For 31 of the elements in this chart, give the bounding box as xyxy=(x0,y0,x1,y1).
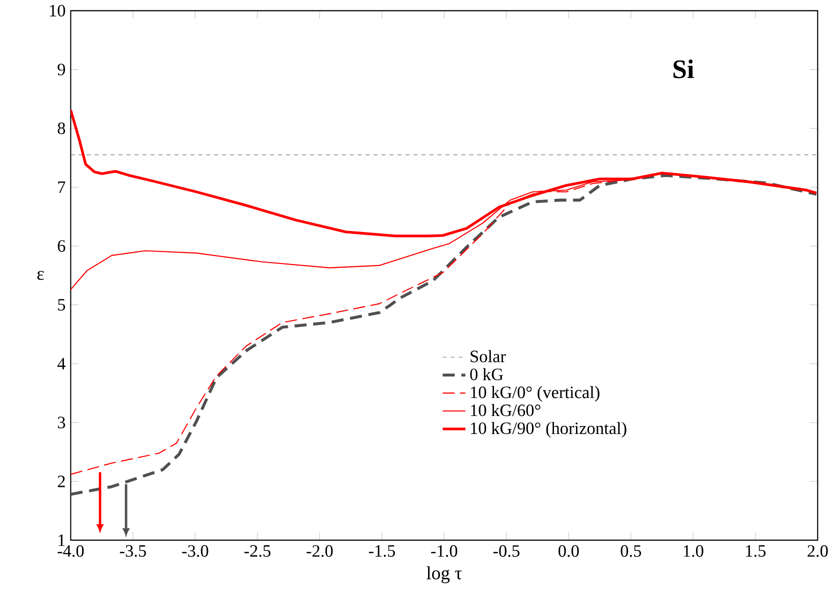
x-tick-label: -1.0 xyxy=(431,545,458,558)
y-tick-label: 4 xyxy=(57,358,66,370)
y-tick-label: 2 xyxy=(58,476,65,488)
y-tick-label: 6 xyxy=(58,240,66,252)
legend-label: 10 kG/90° (horizontal) xyxy=(471,422,626,438)
x-tick-label: 0.5 xyxy=(620,545,642,558)
y-tick-label: 3 xyxy=(58,416,66,429)
x-tick-label: 1.0 xyxy=(684,545,704,558)
legend-label: 10 kG/0° (vertical) xyxy=(471,386,600,402)
x-tick-label: -2.5 xyxy=(244,545,270,558)
legend-label: Solar xyxy=(470,350,506,362)
y-tick-label: 7 xyxy=(58,182,66,194)
x-tick-label: -0.5 xyxy=(493,545,520,558)
x-axis-title: log τ xyxy=(426,566,462,584)
x-tick-label: 2.0 xyxy=(808,545,828,558)
x-tick-label: 0.0 xyxy=(558,545,579,558)
y-tick-label: 8 xyxy=(58,122,66,134)
x-tick-label: 1.5 xyxy=(746,545,766,558)
y-tick-label: 1 xyxy=(58,534,65,546)
legend-label: 10 kG/60° xyxy=(471,404,540,416)
annotation: Si xyxy=(674,60,694,78)
legend-label: 0 kG xyxy=(470,368,504,380)
y-tick-label: 10 xyxy=(50,5,66,17)
y-axis-title: ε xyxy=(37,271,44,280)
x-tick-label: -3.0 xyxy=(182,545,208,558)
x-tick-label: -1.5 xyxy=(368,545,395,558)
y-tick-label: 9 xyxy=(58,64,66,76)
x-tick-label: -3.5 xyxy=(120,545,146,558)
y-tick-label: 5 xyxy=(58,299,66,311)
x-tick-label: -2.0 xyxy=(306,545,333,558)
x-tick-label: -4.0 xyxy=(58,545,84,558)
